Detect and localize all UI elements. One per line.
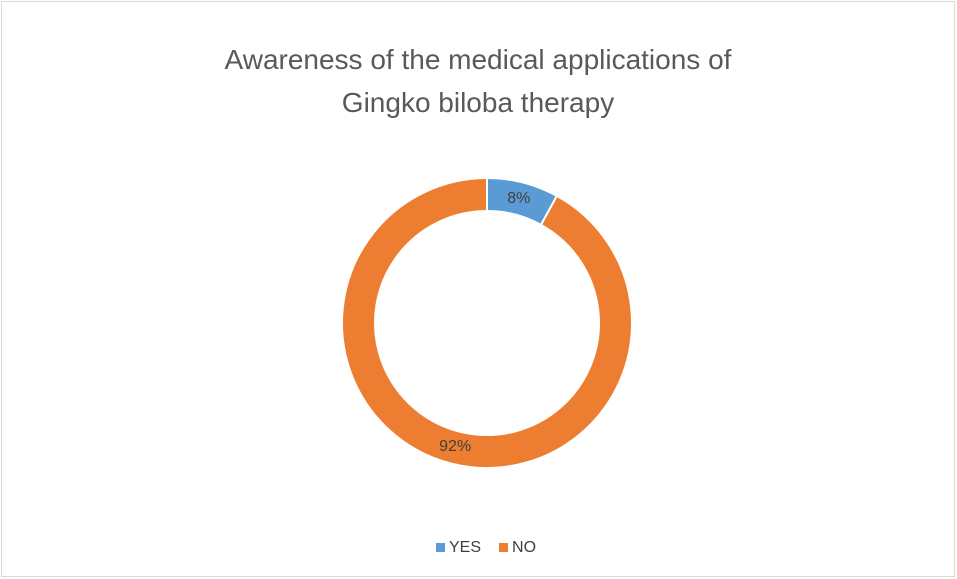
donut-slice xyxy=(341,176,633,469)
chart-title: Awareness of the medical applications of… xyxy=(224,44,732,118)
data-label: 92% xyxy=(439,438,471,455)
legend-label: YES xyxy=(449,539,481,556)
data-label: 8% xyxy=(507,190,530,207)
legend-label: NO xyxy=(512,539,536,556)
legend-swatch xyxy=(499,543,509,552)
legend-swatch xyxy=(436,543,445,552)
